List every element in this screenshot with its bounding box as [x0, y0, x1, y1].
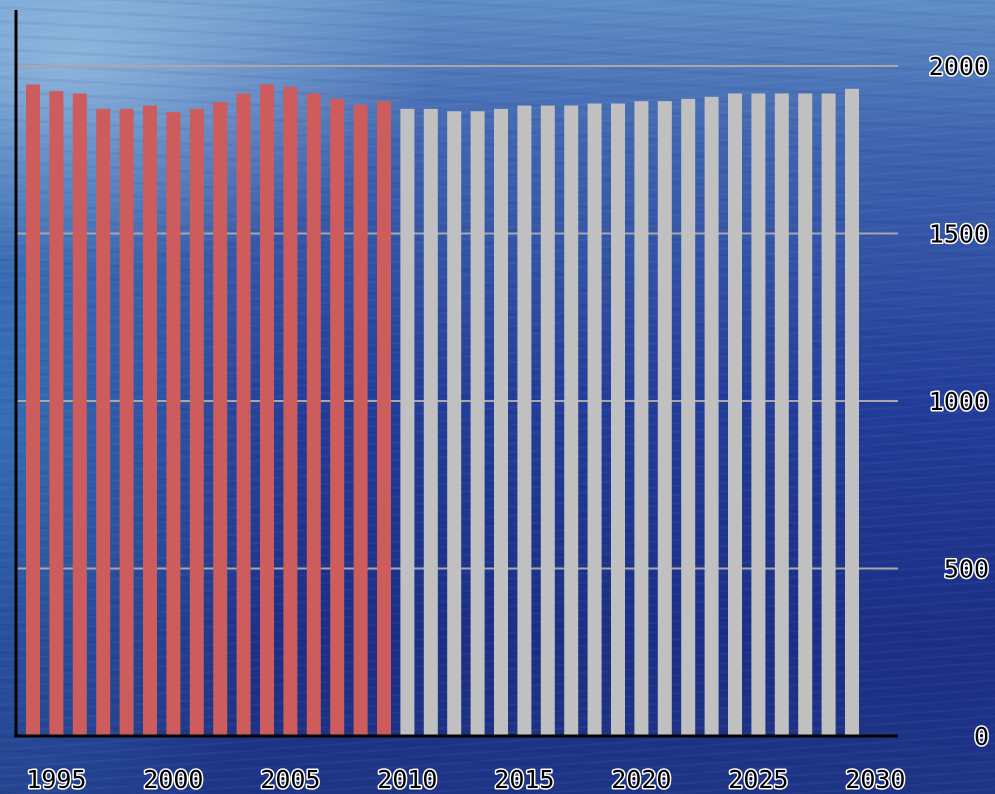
bar-1999: [143, 105, 157, 736]
x-tick-label: 2010: [377, 765, 437, 794]
bar-2016: [540, 105, 555, 736]
x-tick-label: 2030: [845, 765, 905, 794]
x-tick-label: 2020: [611, 765, 671, 794]
y-tick-label: 1000: [929, 387, 989, 416]
bar-1994: [26, 84, 40, 737]
bar-2008: [353, 104, 368, 736]
x-tick-label: 2015: [494, 765, 554, 794]
bar-2022: [681, 98, 696, 736]
tick-labels: 0 500 1000 1500 2000 1995 2000 2005 2010 2015 2020…: [25, 51, 991, 794]
bar-2009: [377, 101, 391, 737]
bar-1998: [119, 108, 134, 736]
bar-2018: [587, 103, 602, 736]
bar-2004: [260, 84, 274, 737]
bar-2026: [774, 93, 789, 737]
y-tick-label: 500: [944, 555, 989, 584]
bar-1995: [49, 91, 64, 736]
bar-2003: [236, 93, 251, 737]
y-tick-label: 1500: [929, 220, 989, 249]
bar-2012: [447, 111, 462, 737]
axes: [14, 10, 898, 738]
bar-2020: [634, 101, 649, 737]
bar-2019: [611, 103, 625, 736]
bar-2013: [470, 111, 485, 737]
x-tick-label: 1995: [26, 765, 86, 794]
bar-2029: [845, 88, 859, 736]
bar-2021: [657, 101, 672, 737]
bar-2006: [306, 93, 321, 737]
bar-2028: [821, 93, 836, 737]
bar-2011: [423, 108, 438, 736]
bar-1997: [96, 108, 111, 736]
bar-2000: [166, 112, 181, 737]
bar-2015: [517, 105, 532, 736]
x-tick-label: 2025: [728, 765, 788, 794]
x-tick-label: 2000: [143, 765, 203, 794]
bars: [26, 84, 859, 737]
bar-2017: [564, 105, 579, 736]
bar-2025: [751, 93, 766, 737]
bar-2023: [704, 96, 719, 736]
bar-2027: [798, 93, 813, 737]
bar-2010: [400, 108, 415, 736]
x-tick-label: 2005: [260, 765, 320, 794]
bar-1996: [72, 93, 87, 737]
bar-2001: [189, 108, 204, 736]
bar-2014: [494, 108, 508, 736]
y-tick-label: 0: [974, 722, 989, 751]
bar-2002: [213, 102, 228, 737]
bar-2005: [283, 86, 298, 736]
bar-2007: [330, 98, 345, 736]
bar-2024: [728, 93, 742, 737]
y-tick-label: 2000: [929, 52, 989, 81]
